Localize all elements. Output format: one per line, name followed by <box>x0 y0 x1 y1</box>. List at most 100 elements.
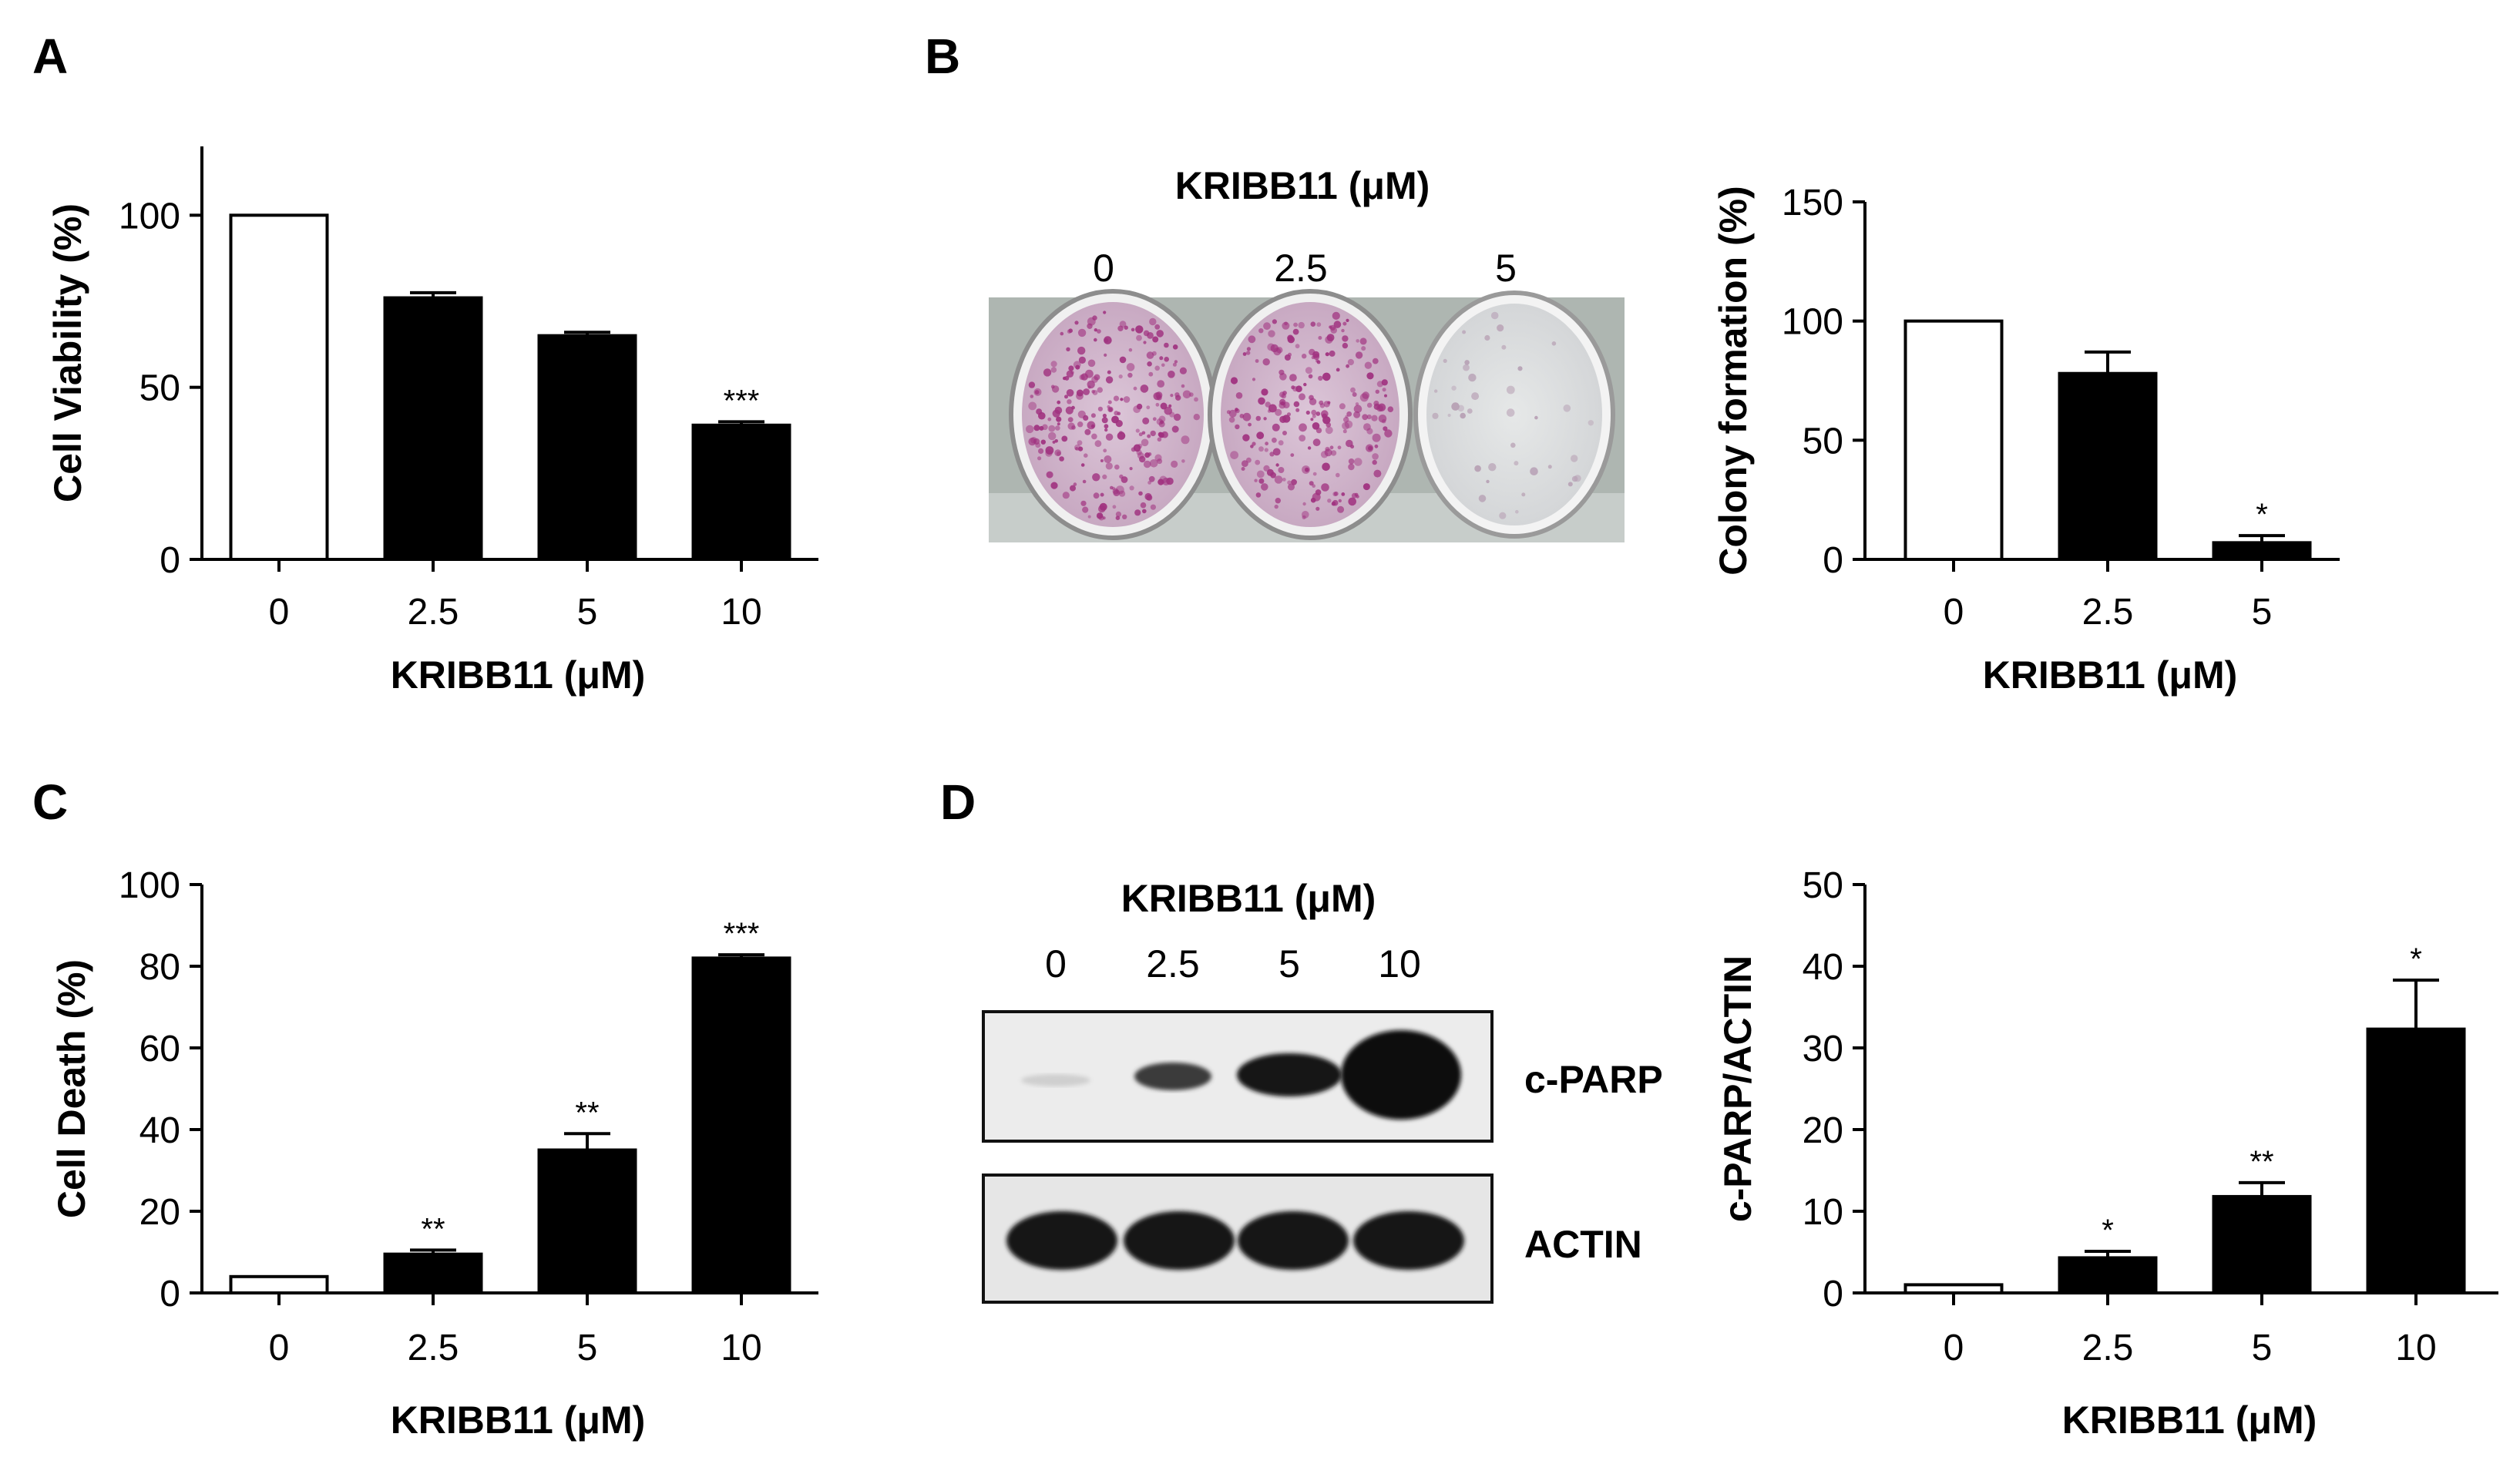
blot-lane-label: 0 <box>1045 942 1067 985</box>
x-tick-label: 2.5 <box>408 1328 459 1368</box>
bar <box>2058 371 2158 561</box>
colony-dot <box>1133 386 1137 391</box>
colony-dot <box>1302 502 1306 506</box>
blot-lane-label: 10 <box>1378 942 1421 985</box>
colony-dot <box>1366 372 1374 380</box>
colony-dot <box>1148 475 1155 482</box>
colony-dot <box>1333 491 1339 496</box>
colony-dot <box>1329 350 1336 357</box>
colony-dot <box>1077 346 1086 355</box>
colony-dot <box>1315 359 1319 363</box>
blot-lane-label: 5 <box>1278 942 1300 985</box>
colony-dot <box>1342 429 1347 434</box>
colony-dot <box>1141 438 1149 447</box>
colony-dot <box>1327 499 1332 503</box>
colony-dot <box>1258 478 1265 484</box>
bar <box>537 334 637 561</box>
colony-dot <box>1362 391 1369 399</box>
colony-dot <box>1471 392 1480 401</box>
colony-dot <box>1329 445 1334 450</box>
colony-dot <box>1037 456 1042 461</box>
colony-dot <box>1255 492 1262 498</box>
colony-dot <box>1298 321 1305 329</box>
colony-dot <box>1490 311 1499 320</box>
colony-dot <box>1468 373 1477 382</box>
colony-dot <box>1329 324 1336 331</box>
colony-dot <box>1305 367 1312 374</box>
colony-dot <box>1288 483 1295 491</box>
colony-dot <box>1136 334 1142 341</box>
colony-dot <box>1102 474 1107 480</box>
colony-dot <box>1070 485 1076 492</box>
colony-dot <box>1321 410 1329 418</box>
x-tick-label: 5 <box>577 592 598 633</box>
colony-dot <box>1547 465 1552 469</box>
colony-dot <box>1115 485 1124 495</box>
colony-dot <box>1497 324 1504 332</box>
colony-dot <box>1035 442 1041 448</box>
colony-dot <box>1346 318 1349 322</box>
colony-dot <box>1342 321 1347 326</box>
colony-dot <box>1250 445 1254 448</box>
band-cparp-10 <box>1341 1030 1461 1120</box>
colony-dot <box>1567 482 1573 487</box>
colony-dot <box>1179 367 1187 374</box>
colony-dot <box>1248 335 1256 344</box>
colony-dot <box>1057 400 1061 405</box>
colony-dot <box>1242 434 1250 442</box>
colony-dot <box>1168 404 1172 408</box>
colony-dot <box>1261 483 1268 491</box>
colony-dot <box>1295 344 1300 349</box>
colony-dot <box>1451 402 1460 411</box>
colony-dot <box>1347 358 1354 366</box>
bar <box>2058 1256 2158 1295</box>
y-tick-label: 100 <box>119 196 180 237</box>
colony-dot <box>1057 422 1060 426</box>
colony-dots-0 <box>1026 311 1201 521</box>
colony-dot <box>1364 361 1373 369</box>
colony-dot <box>1140 384 1149 393</box>
colony-dot <box>1352 392 1357 397</box>
x-axis-title: KRIBB11 (μM) <box>2062 1398 2317 1442</box>
colony-dot <box>1076 389 1084 397</box>
colony-dot <box>1026 425 1034 434</box>
colony-dot <box>1135 325 1144 334</box>
x-axis-title: KRIBB11 (μM) <box>1983 653 2238 697</box>
colony-dot <box>1091 433 1097 440</box>
colony-dot <box>1158 415 1166 423</box>
colony-dot <box>1066 389 1074 397</box>
colony-dot <box>1171 425 1179 433</box>
colony-dot <box>1118 374 1123 379</box>
colony-dot <box>1093 492 1100 499</box>
colony-dot <box>1174 360 1178 364</box>
colony-dot <box>1366 414 1372 420</box>
y-tick-label: 30 <box>1803 1029 1843 1069</box>
colony-dot <box>1362 414 1369 421</box>
colony-dot <box>1272 437 1277 443</box>
colony-dot <box>1372 459 1377 465</box>
colony-dot <box>1113 395 1120 401</box>
colony-dot <box>1107 406 1114 413</box>
colony-dot <box>1077 421 1084 428</box>
colony-dot <box>1055 425 1060 431</box>
plate-lane-label: 2.5 <box>1274 247 1328 290</box>
colony-dot <box>1325 426 1333 435</box>
colony-dot <box>1563 405 1571 412</box>
colony-dot <box>1146 405 1151 410</box>
colony-dot <box>1474 465 1481 472</box>
colony-dot <box>1082 506 1089 513</box>
colony-dot <box>1050 361 1057 368</box>
y-tick-label: 40 <box>1803 947 1843 988</box>
colony-dot <box>1510 442 1516 448</box>
colony-dot <box>1077 328 1087 337</box>
colony-dot <box>1060 331 1064 336</box>
colony-dot <box>1150 504 1156 510</box>
colony-dot <box>1181 435 1190 445</box>
colony-dot <box>1230 377 1238 384</box>
colony-dot <box>1353 411 1361 418</box>
colony-dot <box>1146 351 1154 359</box>
colony-dot <box>1028 401 1037 411</box>
colony-dot <box>1156 330 1164 337</box>
colony-dot <box>1263 417 1267 421</box>
colony-dot <box>1170 393 1174 398</box>
